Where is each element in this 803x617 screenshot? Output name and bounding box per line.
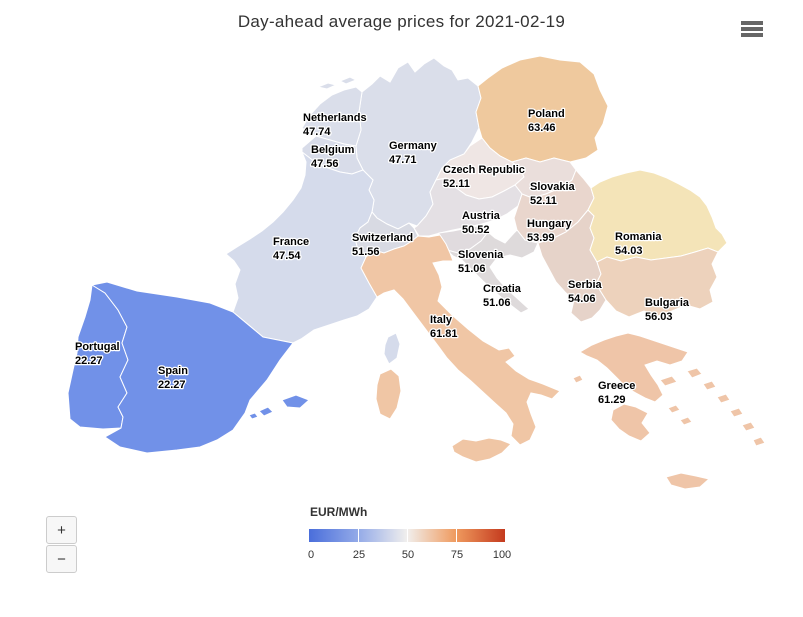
label-germany: Germany 47.71 <box>388 139 439 168</box>
color-axis-tick <box>358 529 359 542</box>
svg-text:56.03: 56.03 <box>645 311 673 323</box>
map-region-greece[interactable] <box>579 332 689 403</box>
svg-text:Germany: Germany <box>389 140 438 152</box>
color-axis-label-25: 25 <box>352 549 366 561</box>
legend-title: EUR/MWh <box>310 505 368 519</box>
svg-text:22.27: 22.27 <box>158 379 186 391</box>
zoom-in-button[interactable]: + <box>46 516 77 544</box>
hamburger-bar <box>741 33 763 37</box>
svg-text:54.03: 54.03 <box>615 245 643 257</box>
svg-text:53.99: 53.99 <box>527 232 555 244</box>
color-axis-tick <box>407 529 408 542</box>
map-region-france-corsica[interactable] <box>383 332 401 365</box>
map-region-greece-crete[interactable] <box>665 472 711 490</box>
svg-text:Slovakia: Slovakia <box>530 181 576 193</box>
map-region-croatia[interactable] <box>445 229 539 314</box>
svg-text:Greece: Greece <box>598 380 635 392</box>
label-hungary: Hungary 53.99 <box>526 217 574 246</box>
svg-text:Poland: Poland <box>528 108 565 120</box>
svg-text:54.06: 54.06 <box>568 293 596 305</box>
svg-text:Belgium: Belgium <box>311 144 355 156</box>
color-axis-label-75: 75 <box>450 549 464 561</box>
map-region-italy-sardinia[interactable] <box>375 368 402 420</box>
svg-text:Serbia: Serbia <box>568 279 603 291</box>
label-bulgaria: Bulgaria 56.03 <box>644 296 691 325</box>
hamburger-bar <box>741 27 763 31</box>
svg-text:61.29: 61.29 <box>598 394 626 406</box>
svg-text:Bulgaria: Bulgaria <box>645 297 690 309</box>
color-axis-label-0: 0 <box>307 549 315 561</box>
svg-text:Netherlands: Netherlands <box>303 112 367 124</box>
label-switzerland: Switzerland 51.56 <box>351 231 415 260</box>
svg-text:22.27: 22.27 <box>75 355 103 367</box>
label-czech-republic: Czech Republic 52.11 <box>442 163 526 192</box>
map-region-italy-sicily[interactable] <box>451 437 512 463</box>
label-slovenia: Slovenia 51.06 <box>457 248 506 277</box>
svg-text:52.11: 52.11 <box>443 178 470 190</box>
svg-text:50.52: 50.52 <box>462 224 490 236</box>
label-croatia: Croatia 51.06 <box>482 282 523 311</box>
map-region-france[interactable] <box>225 150 378 344</box>
zoom-out-button[interactable]: − <box>46 545 77 573</box>
map-region-italy[interactable] <box>360 234 561 446</box>
map-zoom-controls: + − <box>46 516 77 574</box>
svg-text:47.54: 47.54 <box>273 250 301 262</box>
svg-text:61.81: 61.81 <box>430 328 458 340</box>
svg-text:Italy: Italy <box>430 314 453 326</box>
map-region-greece-islands[interactable] <box>572 367 766 447</box>
svg-text:France: France <box>273 236 309 248</box>
color-axis-gradient <box>309 529 505 542</box>
svg-text:47.56: 47.56 <box>311 158 339 170</box>
svg-text:Romania: Romania <box>615 231 662 243</box>
svg-text:Hungary: Hungary <box>527 218 573 230</box>
label-austria: Austria 50.52 <box>461 209 502 238</box>
map-region-spain[interactable] <box>90 281 294 454</box>
label-belgium: Belgium 47.56 <box>310 143 356 172</box>
color-axis-label-100: 100 <box>492 549 512 561</box>
map-region-netherlands-islands[interactable] <box>316 76 358 90</box>
label-serbia: Serbia 54.06 <box>567 278 604 307</box>
map-region-bulgaria[interactable] <box>595 247 719 318</box>
label-poland: Poland 63.46 <box>527 107 566 136</box>
svg-text:Spain: Spain <box>158 365 188 377</box>
map-region-spain-balearics[interactable] <box>248 394 310 420</box>
hamburger-icon <box>741 21 763 37</box>
svg-text:Croatia: Croatia <box>483 283 522 295</box>
svg-text:51.56: 51.56 <box>352 246 380 258</box>
label-spain: Spain 22.27 <box>157 364 190 393</box>
label-italy: Italy 61.81 <box>429 313 459 342</box>
label-portugal: Portugal 22.27 <box>74 340 121 369</box>
svg-text:63.46: 63.46 <box>528 122 556 134</box>
label-france: France 47.54 <box>272 235 311 264</box>
svg-text:51.06: 51.06 <box>458 263 486 275</box>
svg-text:47.74: 47.74 <box>303 126 331 138</box>
svg-text:Switzerland: Switzerland <box>352 232 413 244</box>
color-axis-label-50: 50 <box>401 549 415 561</box>
label-greece: Greece 61.29 <box>597 379 637 408</box>
label-romania: Romania 54.03 <box>614 230 664 259</box>
svg-text:Slovenia: Slovenia <box>458 249 504 261</box>
context-menu-button[interactable] <box>738 18 766 42</box>
svg-text:52.11: 52.11 <box>530 195 557 207</box>
hamburger-bar <box>741 21 763 25</box>
svg-text:47.71: 47.71 <box>389 154 417 166</box>
svg-text:Czech Republic: Czech Republic <box>443 164 525 176</box>
svg-text:Portugal: Portugal <box>75 341 120 353</box>
map-region-austria[interactable] <box>413 177 523 237</box>
svg-text:Austria: Austria <box>462 210 501 222</box>
chart-title: Day-ahead average prices for 2021-02-19 <box>237 12 566 31</box>
map-region-greece-peloponnese[interactable] <box>610 403 651 442</box>
label-slovakia: Slovakia 52.11 <box>529 180 577 209</box>
svg-text:51.06: 51.06 <box>483 297 511 309</box>
color-axis-tick <box>456 529 457 542</box>
label-netherlands: Netherlands 47.74 <box>302 111 368 140</box>
